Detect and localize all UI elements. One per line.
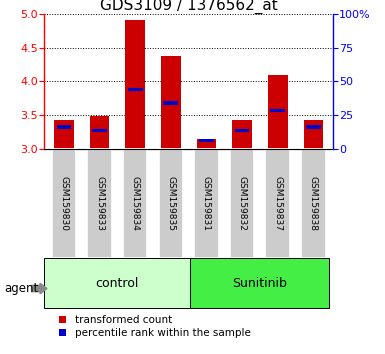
Bar [57,125,71,129]
Text: GSM159830: GSM159830 [59,176,69,231]
Title: GDS3109 / 1376562_at: GDS3109 / 1376562_at [100,0,278,14]
Bar [304,120,323,149]
Bar [197,139,216,149]
Bar [159,149,183,258]
Bar [268,75,288,149]
Bar [128,88,142,91]
Text: control: control [95,277,139,290]
Bar [306,125,321,129]
Bar [230,149,254,258]
Bar [232,120,252,149]
Text: GSM159837: GSM159837 [273,176,282,231]
Bar [266,149,290,258]
Bar [44,258,191,308]
Bar [194,149,219,258]
Text: GSM159834: GSM159834 [131,176,140,231]
Bar [164,101,178,105]
Bar [87,149,112,258]
Text: GSM159838: GSM159838 [309,176,318,231]
Bar [92,129,107,132]
Bar [90,116,109,149]
Bar [123,149,147,258]
Legend: transformed count, percentile rank within the sample: transformed count, percentile rank withi… [57,313,253,340]
Text: Sunitinib: Sunitinib [233,277,287,290]
Text: GSM159835: GSM159835 [166,176,175,231]
Bar [52,149,76,258]
Bar [54,120,74,149]
Bar [235,129,249,132]
Bar [199,139,214,142]
Bar [191,258,330,308]
Text: agent: agent [4,282,38,295]
Bar [270,109,285,112]
Bar [126,19,145,149]
Bar [301,149,326,258]
Text: GSM159832: GSM159832 [238,176,247,231]
Bar [161,56,181,149]
Text: GSM159833: GSM159833 [95,176,104,231]
Text: GSM159831: GSM159831 [202,176,211,231]
